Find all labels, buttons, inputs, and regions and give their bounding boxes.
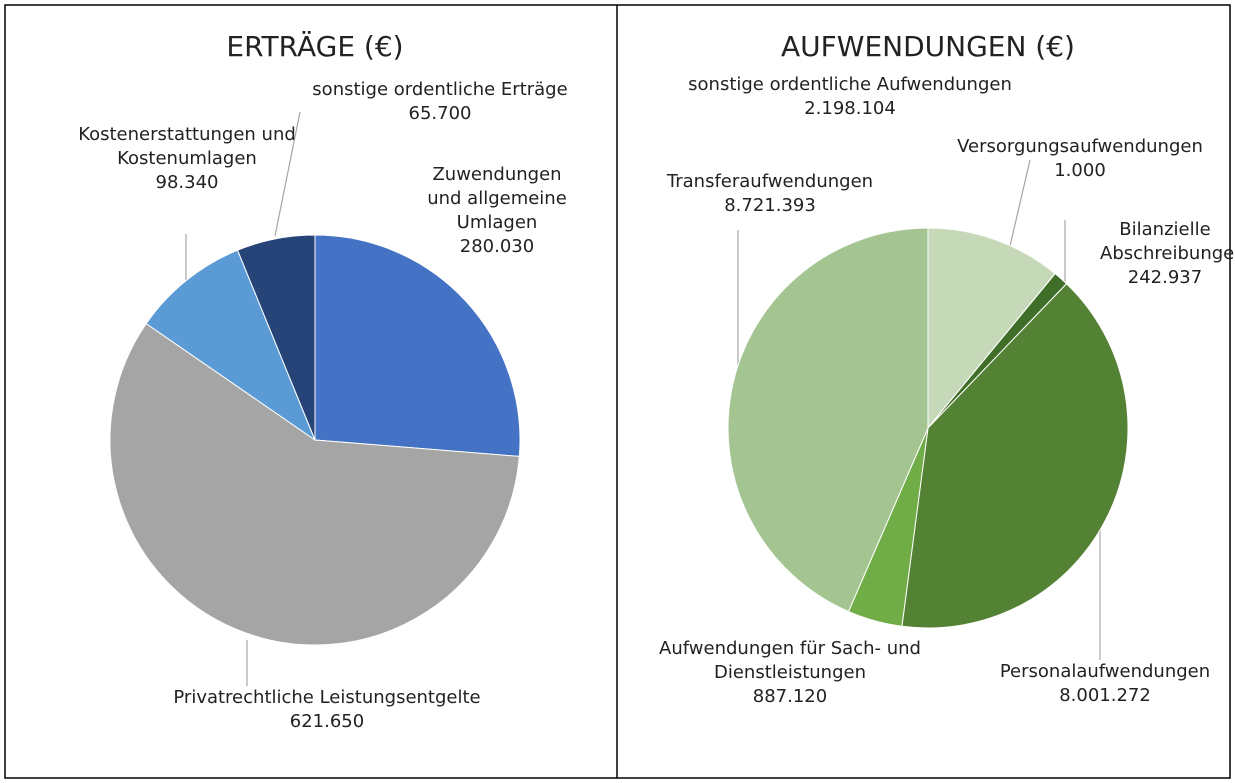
data-label: Bilanzielle Abschreibungen 242.937 [1100, 218, 1235, 290]
category-label: Kostenerstattungen und Kostenumlagen [78, 124, 296, 169]
value-label: 621.650 [289, 711, 365, 732]
data-label: Transferaufwendungen 8.721.393 [640, 170, 900, 218]
category-label: Bilanzielle Abschreibungen [1100, 219, 1235, 264]
category-label: Personalaufwendungen [999, 661, 1211, 682]
chart-title: ERTRÄGE (€) [226, 30, 404, 63]
pie-slice [236, 234, 316, 441]
data-label: Privatrechtliche Leistungsentgelte 621.65… [127, 686, 527, 734]
value-label: 65.700 [408, 103, 472, 124]
value-label: 8.721.393 [724, 195, 816, 216]
category-label: sonstige ordentliche Erträge [312, 79, 568, 100]
category-label: Transferaufwendungen [666, 171, 874, 192]
value-label: 98.340 [155, 172, 219, 193]
data-label: Personalaufwendungen 8.001.272 [975, 660, 1235, 708]
value-label: 280.030 [459, 236, 535, 257]
pie-slice [927, 227, 1056, 430]
category-label: Privatrechtliche Leistungsentgelte [173, 687, 481, 708]
pie-slice [901, 283, 1129, 629]
pie-slice [314, 234, 521, 457]
pie-slice [727, 227, 929, 613]
category-label: Aufwendungen für Sach- und Dienstleistun… [659, 638, 921, 683]
value-label: 8.001.272 [1059, 685, 1151, 706]
category-label: sonstige ordentliche Aufwendungen [688, 74, 1012, 95]
data-label: Aufwendungen für Sach- und Dienstleistun… [640, 637, 940, 709]
data-label: Kostenerstattungen und Kostenumlagen 98.3… [62, 123, 312, 195]
leader-line [274, 111, 301, 237]
data-label: Versorgungsaufwendungen 1.000 [930, 135, 1230, 183]
value-label: 2.198.104 [804, 98, 896, 119]
value-label: 1.000 [1054, 160, 1106, 181]
leader-lines [185, 111, 1101, 686]
pie-slice [109, 322, 520, 646]
data-label: sonstige ordentliche Erträge 65.700 [280, 78, 600, 126]
chart-title: AUFWENDUNGEN (€) [781, 30, 1075, 63]
value-label: 887.120 [752, 686, 828, 707]
data-label: sonstige ordentliche Aufwendungen 2.198.1… [650, 73, 1050, 121]
category-label: Versorgungsaufwendungen [957, 136, 1203, 157]
value-label: 242.937 [1127, 267, 1203, 288]
pie-slice [145, 249, 317, 442]
leader-line [1009, 159, 1031, 247]
data-label: Zuwendungen und allgemeine Umlagen 280.03… [422, 163, 572, 259]
category-label: Zuwendungen und allgemeine Umlagen [427, 164, 567, 233]
